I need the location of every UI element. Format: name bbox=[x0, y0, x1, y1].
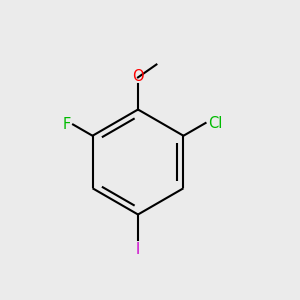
Text: Cl: Cl bbox=[208, 116, 222, 130]
Text: F: F bbox=[62, 117, 70, 132]
Text: I: I bbox=[136, 242, 140, 256]
Text: O: O bbox=[132, 69, 144, 84]
